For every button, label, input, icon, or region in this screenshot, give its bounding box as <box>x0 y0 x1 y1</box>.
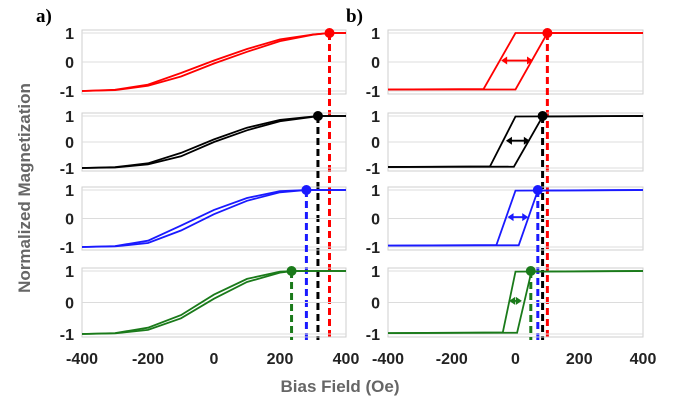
subplot-green: 1 0 -1 <box>366 264 644 344</box>
y-tick-label: -1 <box>60 240 74 257</box>
x-axis-label: Bias Field (Oe) <box>280 377 399 396</box>
y-tick-label: 1 <box>65 109 74 126</box>
y-axis-label: Normalized Magnetization <box>15 83 34 293</box>
saturation-point <box>532 185 543 195</box>
panel-label: a) <box>36 6 52 27</box>
arrowhead-right <box>522 213 529 222</box>
arrowhead-left <box>505 136 512 145</box>
subplot-red: 1 0 -1 <box>60 26 347 340</box>
y-tick-label: 0 <box>65 212 74 229</box>
x-tick-label: 400 <box>333 351 360 368</box>
y-tick-label: -1 <box>366 161 380 178</box>
subplot-red: 1 0 -1 <box>366 26 644 340</box>
saturation-point <box>324 28 335 38</box>
loop-lower-branch <box>387 189 644 247</box>
y-tick-label: 0 <box>371 55 380 72</box>
saturation-point <box>537 111 548 121</box>
y-tick-label: 1 <box>65 26 74 43</box>
arrowhead-right <box>523 136 530 145</box>
saturation-point <box>312 111 323 121</box>
x-tick-label: -200 <box>132 351 164 368</box>
x-tick-label: -400 <box>66 351 98 368</box>
saturation-point <box>542 28 553 38</box>
y-tick-label: 0 <box>65 55 74 72</box>
x-tick-label: -400 <box>372 351 404 368</box>
y-tick-label: 0 <box>65 135 74 152</box>
subplot-green: 1 0 -1 <box>60 264 347 344</box>
x-tick-label: 200 <box>267 351 294 368</box>
y-tick-label: 0 <box>65 296 74 313</box>
loop-lower-branch <box>81 32 346 92</box>
arrowhead-left <box>507 213 514 222</box>
x-tick-label: -200 <box>436 351 468 368</box>
saturation-point <box>301 185 312 195</box>
y-tick-label: 1 <box>371 26 380 43</box>
arrowhead-left <box>509 296 516 305</box>
y-tick-label: 1 <box>65 264 74 281</box>
y-tick-label: 0 <box>371 135 380 152</box>
y-tick-label: -1 <box>60 327 74 344</box>
subplot-black: 1 0 -1 <box>366 109 644 340</box>
arrowhead-right <box>527 56 534 65</box>
arrowhead-right <box>515 296 522 305</box>
subplot-blue: 1 0 -1 <box>60 183 347 340</box>
y-tick-label: 1 <box>371 264 380 281</box>
x-tick-label: 0 <box>210 351 219 368</box>
x-tick-label: 0 <box>511 351 520 368</box>
y-tick-label: -1 <box>60 84 74 101</box>
saturation-point <box>525 266 536 276</box>
y-tick-label: 0 <box>371 296 380 313</box>
panel-a: a) 1 0 -1 1 0 -1 1 0 -1 1 0 -1 -400 -200 0 200 400 <box>36 6 359 368</box>
y-tick-label: 1 <box>371 109 380 126</box>
y-tick-label: -1 <box>366 84 380 101</box>
y-tick-label: -1 <box>366 327 380 344</box>
y-tick-label: -1 <box>366 240 380 257</box>
y-tick-label: -1 <box>60 161 74 178</box>
saturation-point <box>286 266 297 276</box>
y-tick-label: 0 <box>371 212 380 229</box>
x-tick-label: 400 <box>630 351 657 368</box>
y-tick-label: 1 <box>371 183 380 200</box>
panel-label: b) <box>346 6 363 27</box>
x-tick-label: 200 <box>566 351 593 368</box>
arrowhead-left <box>501 56 508 65</box>
y-tick-label: 1 <box>65 183 74 200</box>
subplot-black: 1 0 -1 <box>60 109 347 340</box>
loop-lower-branch <box>387 270 644 335</box>
panel-b: b) 1 0 -1 1 0 -1 1 0 -1 1 0 -1 -400 -200 0 200 400 <box>346 6 656 368</box>
subplot-blue: 1 0 -1 <box>366 183 644 340</box>
loop-lower-branch <box>81 189 346 248</box>
